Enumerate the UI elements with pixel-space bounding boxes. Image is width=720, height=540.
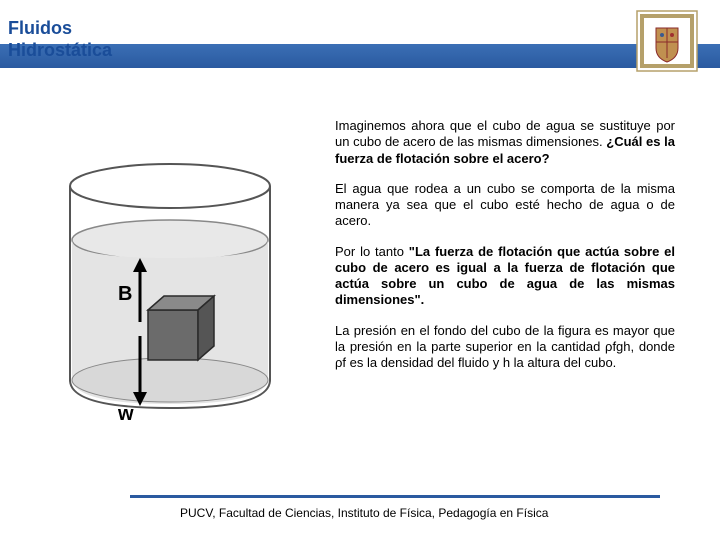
university-logo — [636, 10, 698, 72]
footer-divider — [130, 495, 660, 498]
force-w-label: w — [117, 403, 134, 425]
buoyancy-diagram: B w — [40, 150, 300, 430]
force-b-label: B — [118, 283, 132, 305]
paragraph-3: Por lo tanto "La fuerza de flotación que… — [335, 244, 675, 309]
text-column: Imaginemos ahora que el cubo de agua se … — [335, 118, 675, 385]
slide-content: B w Imaginemos ahora que el cubo de agua… — [0, 100, 720, 500]
title-line-1: Fluidos — [8, 18, 112, 40]
slide-header: Fluidos Hidrostática — [0, 0, 720, 80]
cube-icon — [148, 296, 214, 360]
paragraph-4: La presión en el fondo del cubo de la fi… — [335, 323, 675, 372]
slide-title: Fluidos Hidrostática — [8, 18, 112, 61]
p3-lead: Por lo tanto — [335, 244, 409, 259]
paragraph-2: El agua que rodea a un cubo se comporta … — [335, 181, 675, 230]
paragraph-1: Imaginemos ahora que el cubo de agua se … — [335, 118, 675, 167]
footer-text: PUCV, Facultad de Ciencias, Instituto de… — [180, 506, 548, 520]
title-line-2: Hidrostática — [8, 40, 112, 62]
